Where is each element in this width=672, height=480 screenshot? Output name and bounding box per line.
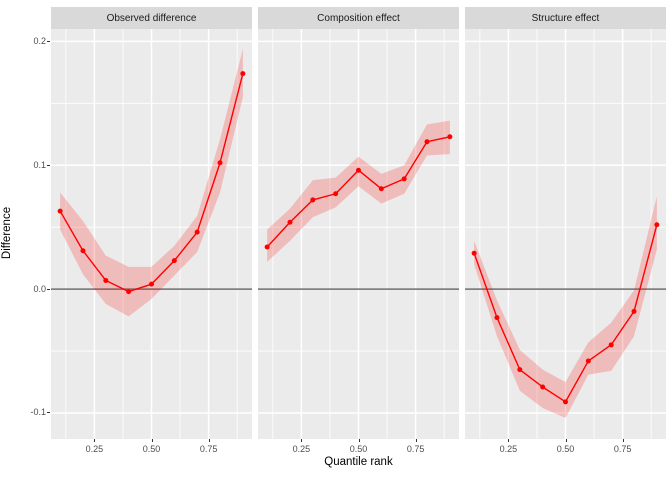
- facet-plot-area: [465, 29, 666, 439]
- x-tick-label: 0.50: [556, 444, 575, 454]
- data-point: [631, 308, 637, 314]
- x-tick-mark: [415, 439, 417, 442]
- data-point: [424, 139, 430, 145]
- data-point: [57, 208, 63, 214]
- confidence-ribbon: [267, 120, 450, 262]
- x-tick-label: 0.75: [613, 444, 632, 454]
- x-tick-label: 0.25: [499, 444, 518, 454]
- facet-panel: [465, 29, 666, 439]
- data-point: [80, 248, 86, 254]
- y-tick-mark: [47, 288, 50, 290]
- data-point: [103, 277, 109, 283]
- x-tick-label: 0.50: [142, 444, 161, 454]
- y-tick-label: -0.1: [30, 407, 46, 418]
- data-point: [171, 258, 177, 264]
- facet-strip: Structure effect: [465, 7, 666, 29]
- data-point: [608, 342, 614, 348]
- x-tick-mark: [208, 439, 210, 442]
- y-tick-label: 0.1: [33, 159, 46, 170]
- x-tick-mark: [358, 439, 360, 442]
- facet-strip: Composition effect: [258, 7, 459, 29]
- y-axis-title: Difference: [1, 206, 13, 260]
- x-tick-mark: [565, 439, 567, 442]
- data-point: [563, 399, 568, 405]
- facet-panel: [258, 29, 459, 439]
- x-tick-label: 0.25: [292, 444, 311, 454]
- data-point: [194, 229, 200, 235]
- data-point: [356, 167, 361, 173]
- facet-plot-area: [258, 29, 459, 439]
- x-axis-title: Quantile rank: [324, 456, 393, 468]
- x-tick-mark: [94, 439, 96, 442]
- data-point: [447, 134, 453, 140]
- x-tick-mark: [301, 439, 303, 442]
- data-point: [401, 176, 407, 182]
- facet-strip: Observed difference: [51, 7, 252, 29]
- x-tick-mark: [622, 439, 624, 442]
- x-tick-mark: [508, 439, 510, 442]
- data-point: [126, 289, 132, 295]
- x-tick-label: 0.75: [199, 444, 218, 454]
- data-point: [310, 197, 316, 203]
- x-tick-mark: [151, 439, 153, 442]
- y-tick-label: 0.0: [33, 283, 46, 294]
- data-point: [494, 315, 500, 321]
- data-point: [378, 186, 384, 192]
- x-tick-label: 0.75: [406, 444, 425, 454]
- y-tick-mark: [47, 412, 50, 414]
- confidence-ribbon: [474, 196, 657, 418]
- data-point: [149, 281, 154, 287]
- data-point: [654, 222, 660, 228]
- data-point: [517, 367, 523, 373]
- x-tick-label: 0.25: [85, 444, 104, 454]
- facet-strip-label: Structure effect: [531, 12, 600, 24]
- facet-plot-area: [51, 29, 252, 439]
- data-point: [540, 384, 546, 390]
- data-point: [287, 219, 293, 225]
- data-point: [240, 71, 246, 77]
- y-tick-label: 0.2: [33, 35, 46, 46]
- x-tick-label: 0.50: [349, 444, 368, 454]
- data-point: [471, 250, 477, 256]
- data-point: [217, 160, 223, 166]
- y-tick-mark: [47, 40, 50, 42]
- y-tick-mark: [47, 164, 50, 166]
- data-point: [264, 244, 270, 250]
- facet-strip-label: Composition effect: [317, 12, 400, 24]
- data-point: [585, 358, 591, 364]
- facet-panel: [51, 29, 252, 439]
- confidence-ribbon: [60, 48, 243, 317]
- data-point: [333, 191, 339, 197]
- facet-strip-label: Observed difference: [106, 12, 197, 24]
